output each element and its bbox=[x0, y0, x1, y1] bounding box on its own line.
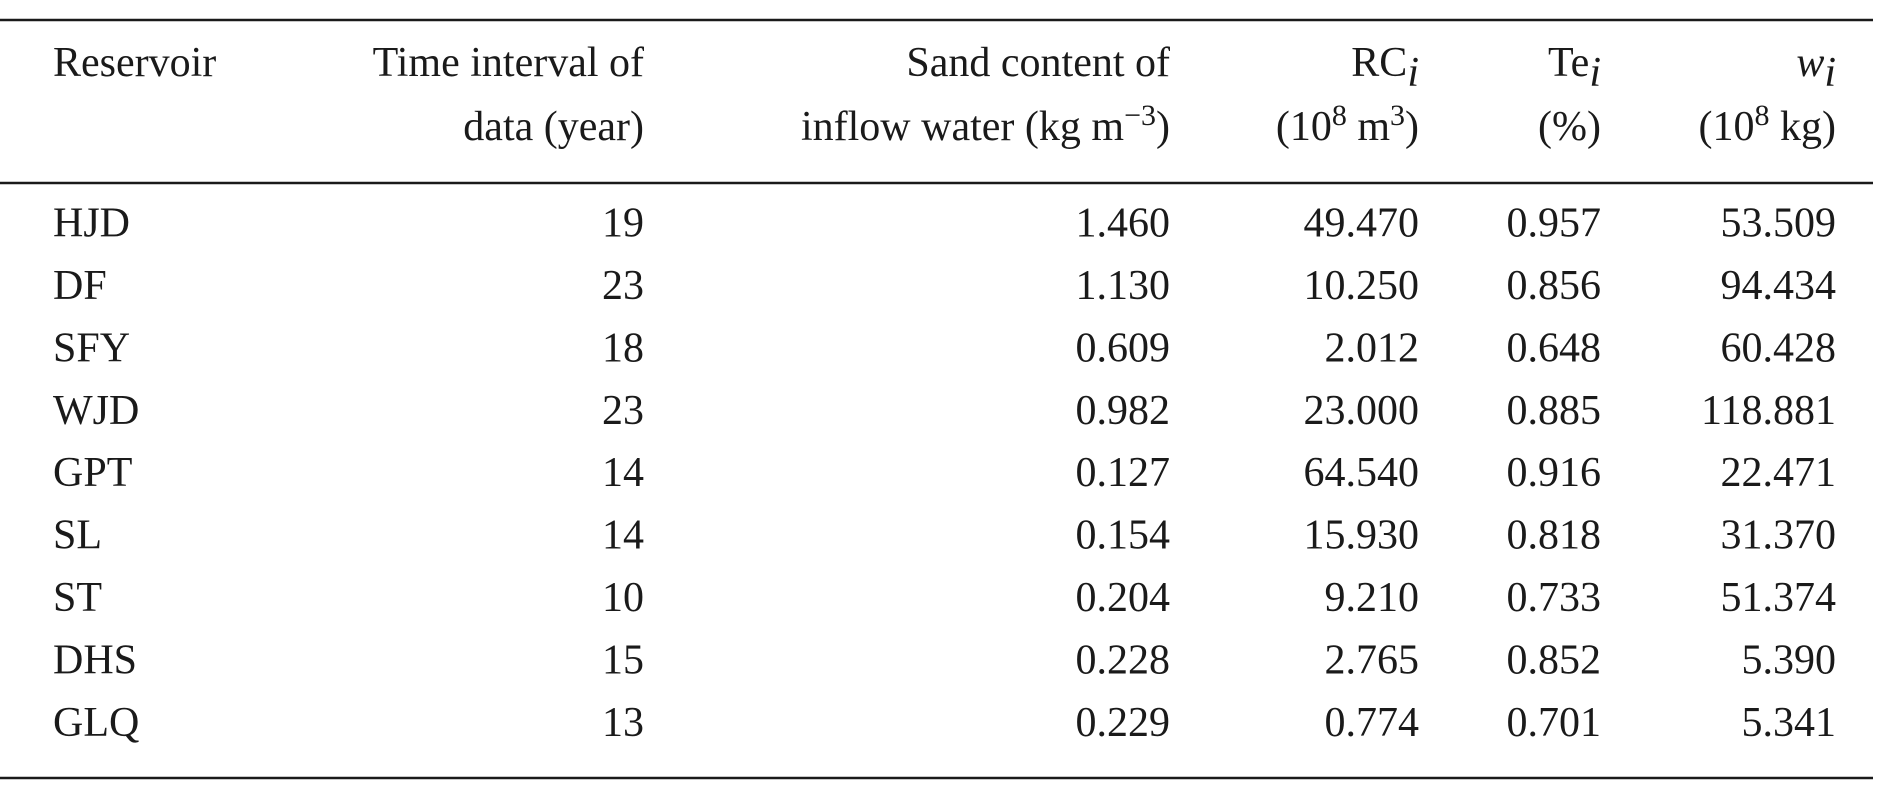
row-label: DHS bbox=[53, 637, 137, 683]
header-text: ) bbox=[1405, 104, 1419, 150]
cell: 51.374 bbox=[1721, 575, 1837, 621]
header-text: (%) bbox=[1538, 104, 1601, 150]
header-text: Te bbox=[1548, 40, 1589, 86]
header-text: data (year) bbox=[463, 104, 644, 150]
header-text: kg) bbox=[1770, 104, 1837, 150]
cell: 1.460 bbox=[1076, 201, 1171, 247]
cell: 5.341 bbox=[1742, 700, 1837, 746]
row-label: SFY bbox=[53, 325, 130, 371]
cell: 0.916 bbox=[1507, 450, 1602, 496]
header-text: Time interval of bbox=[373, 40, 644, 86]
header-text: i bbox=[1407, 50, 1419, 96]
header-text: Reservoir bbox=[53, 40, 216, 86]
cell: 19 bbox=[602, 201, 644, 247]
header-cell: Time interval of bbox=[373, 40, 644, 86]
cell: 2.765 bbox=[1325, 637, 1420, 683]
header-text: m bbox=[1347, 104, 1391, 150]
header-cell: Reservoir bbox=[53, 40, 216, 86]
header-cell: data (year) bbox=[463, 104, 644, 150]
cell: 0.885 bbox=[1507, 388, 1602, 434]
header-text: i bbox=[1824, 50, 1836, 96]
cell: 0.648 bbox=[1507, 325, 1602, 371]
header-text: Sand content of bbox=[906, 40, 1170, 86]
cell: 14 bbox=[602, 450, 644, 496]
header-text: w bbox=[1796, 40, 1824, 86]
cell: 118.881 bbox=[1701, 388, 1836, 434]
cell: 9.210 bbox=[1325, 575, 1420, 621]
cell: 0.957 bbox=[1507, 201, 1602, 247]
cell: 0.818 bbox=[1507, 513, 1602, 559]
cell: 94.434 bbox=[1721, 263, 1837, 309]
cell: 0.127 bbox=[1076, 450, 1171, 496]
cell: 13 bbox=[602, 700, 644, 746]
header-text: inflow water (kg m bbox=[801, 104, 1124, 150]
cell: 15.930 bbox=[1304, 513, 1420, 559]
header-text: 8 bbox=[1755, 99, 1770, 132]
cell: 0.228 bbox=[1076, 637, 1171, 683]
cell: 64.540 bbox=[1304, 450, 1420, 496]
header-cell: inflow water (kg m−3) bbox=[801, 99, 1170, 150]
header-text: RC bbox=[1351, 40, 1407, 86]
row-label: HJD bbox=[53, 201, 130, 247]
cell: 0.774 bbox=[1325, 700, 1420, 746]
row-label: ST bbox=[53, 575, 102, 621]
cell: 0.154 bbox=[1076, 513, 1171, 559]
row-label: DF bbox=[53, 263, 107, 309]
row-label: SL bbox=[53, 513, 102, 559]
header-text: −3 bbox=[1124, 99, 1156, 132]
cell: 18 bbox=[602, 325, 644, 371]
cell: 23.000 bbox=[1304, 388, 1420, 434]
cell: 15 bbox=[602, 637, 644, 683]
cell: 23 bbox=[602, 388, 644, 434]
header-cell: Tei bbox=[1548, 40, 1601, 97]
cell: 0.204 bbox=[1076, 575, 1171, 621]
cell: 5.390 bbox=[1742, 637, 1837, 683]
header-text: ) bbox=[1156, 104, 1170, 150]
cell: 23 bbox=[602, 263, 644, 309]
header-cell: (108 m3) bbox=[1276, 99, 1419, 150]
cell: 60.428 bbox=[1721, 325, 1837, 371]
cell: 0.982 bbox=[1076, 388, 1171, 434]
header-cell: wi bbox=[1796, 40, 1836, 97]
cell: 0.852 bbox=[1507, 637, 1602, 683]
cell: 0.733 bbox=[1507, 575, 1602, 621]
header-cell: (%) bbox=[1538, 104, 1601, 150]
row-label: GPT bbox=[53, 450, 132, 496]
header-cell: RCi bbox=[1351, 40, 1419, 97]
cell: 22.471 bbox=[1721, 450, 1837, 496]
cell: 0.701 bbox=[1507, 700, 1602, 746]
cell: 0.229 bbox=[1076, 700, 1171, 746]
cell: 10.250 bbox=[1304, 263, 1420, 309]
header-text: (10 bbox=[1276, 104, 1332, 150]
cell: 14 bbox=[602, 513, 644, 559]
header-cell: (108 kg) bbox=[1699, 99, 1837, 150]
row-label: GLQ bbox=[53, 700, 139, 746]
header-text: 3 bbox=[1390, 99, 1405, 132]
cell: 2.012 bbox=[1325, 325, 1420, 371]
cell: 31.370 bbox=[1721, 513, 1837, 559]
cell: 53.509 bbox=[1721, 201, 1837, 247]
header-text: (10 bbox=[1699, 104, 1755, 150]
cell: 1.130 bbox=[1076, 263, 1171, 309]
cell: 0.856 bbox=[1507, 263, 1602, 309]
cell: 0.609 bbox=[1076, 325, 1171, 371]
cell: 10 bbox=[602, 575, 644, 621]
header-text: 8 bbox=[1332, 99, 1347, 132]
header-cell: Sand content of bbox=[906, 40, 1170, 86]
cell: 49.470 bbox=[1304, 201, 1420, 247]
header-text: i bbox=[1589, 50, 1601, 96]
row-label: WJD bbox=[53, 388, 139, 434]
